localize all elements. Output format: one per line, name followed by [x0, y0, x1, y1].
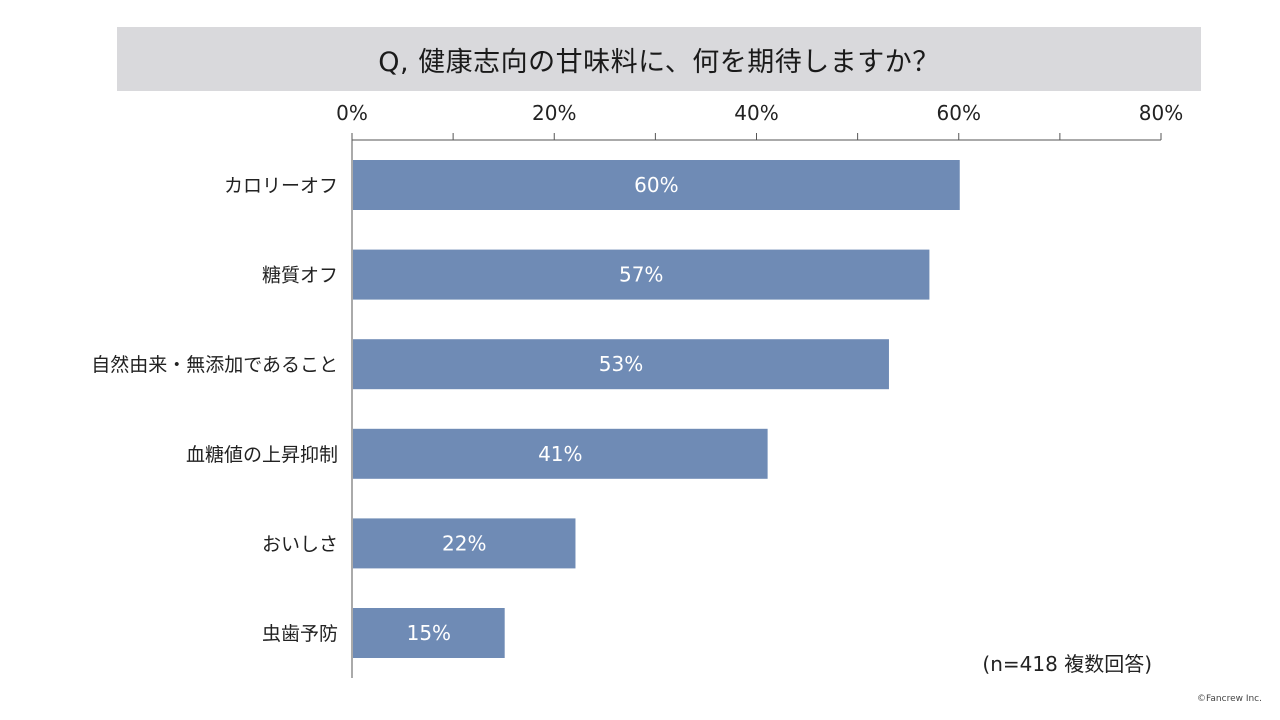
- x-tick-label: 60%: [937, 101, 981, 125]
- bar: [353, 608, 505, 658]
- bar: [353, 518, 576, 569]
- x-tick-label: 80%: [1139, 101, 1183, 125]
- bar-value-label: 60%: [634, 173, 678, 197]
- sample-size-note: (n=418 複数回答): [982, 652, 1152, 676]
- x-tick-label: 0%: [336, 101, 368, 125]
- bar-value-label: 22%: [442, 531, 486, 555]
- category-label: カロリーオフ: [224, 175, 338, 197]
- category-label: 虫歯予防: [262, 623, 338, 645]
- bar: [353, 339, 889, 390]
- title-band: Q, 健康志向の甘味料に、何を期待しますか？: [117, 27, 1201, 91]
- bar: [353, 428, 768, 479]
- bar-value-label: 41%: [538, 442, 582, 466]
- category-label: 自然由来・無添加であること: [91, 354, 338, 376]
- bar: [353, 160, 960, 210]
- chart-title: Q, 健康志向の甘味料に、何を期待しますか？: [378, 46, 940, 78]
- copyright-credit: ©Fancrew Inc.: [1197, 694, 1262, 704]
- x-tick-label: 20%: [532, 101, 576, 125]
- x-tick-label: 40%: [734, 101, 778, 125]
- bar-value-label: 53%: [599, 352, 643, 376]
- category-label: おいしさ: [262, 533, 338, 555]
- bar-value-label: 57%: [619, 263, 663, 287]
- bar: [353, 249, 930, 300]
- category-label: 血糖値の上昇抑制: [186, 444, 338, 466]
- bar-value-label: 15%: [407, 621, 451, 645]
- category-label: 糖質オフ: [262, 265, 338, 287]
